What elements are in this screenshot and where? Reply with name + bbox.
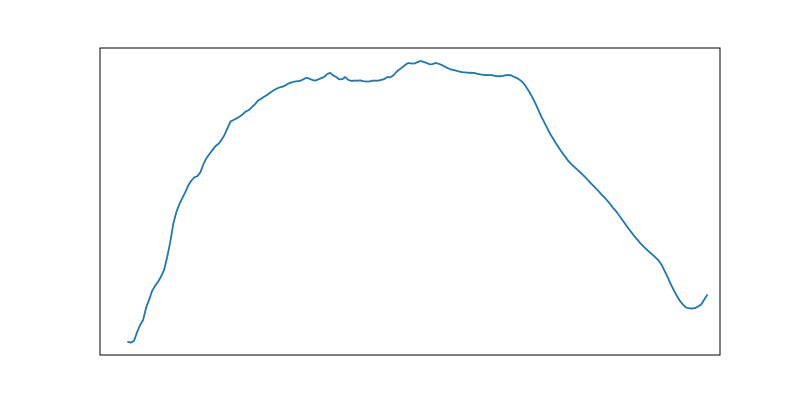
series-line — [127, 60, 708, 344]
plot-frame — [99, 47, 721, 356]
